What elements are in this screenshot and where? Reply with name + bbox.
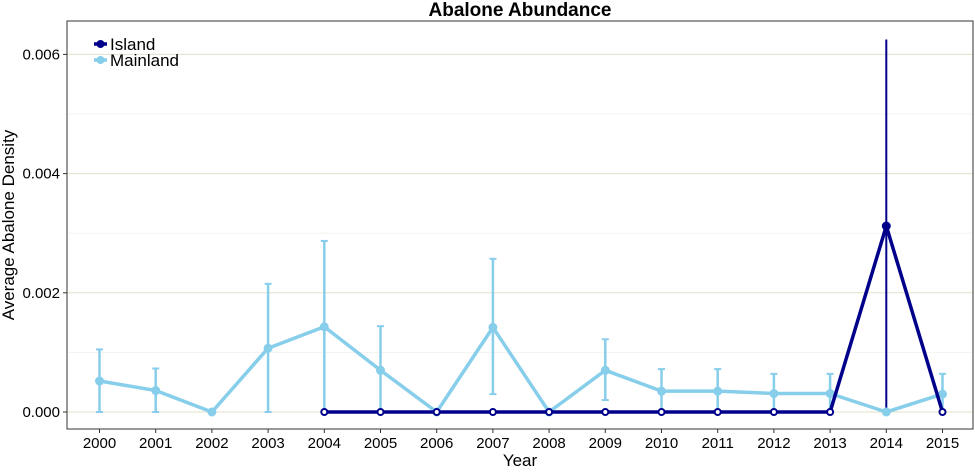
mainland-data-point (825, 389, 835, 399)
island-data-point (713, 408, 722, 416)
y-tick-label: 0.004 (22, 166, 60, 183)
island-data-point (488, 408, 497, 416)
island-data-point (881, 221, 891, 231)
legend-label-island: Island (110, 35, 155, 54)
x-tick-label: 2009 (589, 435, 622, 452)
x-tick-label: 2002 (195, 435, 228, 452)
mainland-data-point (600, 365, 610, 375)
x-tick-label: 2000 (83, 435, 116, 452)
mainland-data-point (376, 365, 385, 375)
mainland-data-point (713, 386, 723, 396)
x-tick-label: 2010 (645, 435, 678, 452)
x-tick-label: 2008 (532, 435, 565, 452)
island-data-point (938, 408, 947, 416)
x-tick-label: 2004 (308, 435, 341, 452)
island-series-line (324, 224, 945, 414)
axis-layer: 0.000 0.002 0.004 0.006 2000 2001 2002 2003 2004… (22, 46, 959, 452)
series-layer (95, 221, 947, 417)
x-tick-label: 2012 (757, 435, 790, 452)
x-tick-label: 2007 (476, 435, 509, 452)
mainland-data-point (207, 407, 217, 417)
mainland-data-point (488, 322, 498, 332)
island-data-point (601, 408, 610, 416)
island-data-point (826, 408, 835, 416)
mainland-data-point (657, 386, 666, 396)
chart-title: Abalone Abundance (429, 0, 612, 21)
x-tick-label: 2015 (926, 435, 959, 452)
plot-border (66, 20, 974, 430)
y-tick-label: 0.002 (22, 285, 60, 302)
mainland-data-point (263, 343, 273, 353)
legend-key-island-marker (96, 40, 105, 48)
y-axis-label: Average Abalone Density (0, 129, 18, 320)
legend-key-mainland-marker (96, 56, 105, 64)
y-tick-label: 0.006 (22, 46, 60, 63)
island-data-point (657, 408, 666, 416)
x-tick-label: 2001 (139, 435, 172, 452)
x-tick-label: 2006 (420, 435, 453, 452)
mainland-data-point (881, 407, 891, 417)
errorbar-layer (96, 39, 946, 413)
island-data-point (376, 408, 385, 416)
island-data-point (545, 408, 554, 416)
x-tick-label: 2013 (813, 435, 846, 452)
island-data-point (769, 408, 778, 416)
legend-label-mainland: Mainland (110, 51, 179, 70)
mainland-series-line (99, 325, 944, 414)
mainland-data-point (769, 389, 779, 399)
x-tick-label: 2014 (870, 435, 903, 452)
x-tick-label: 2003 (251, 435, 284, 452)
grid-layer (67, 53, 973, 413)
mainland-data-point (319, 322, 329, 332)
island-data-point (432, 408, 441, 416)
island-data-point (320, 408, 329, 416)
x-tick-label: 2011 (702, 435, 734, 452)
mainland-data-point (151, 386, 161, 396)
y-tick-label: 0.000 (22, 404, 60, 421)
x-axis-label: Year (503, 451, 538, 467)
x-tick-label: 2005 (364, 435, 397, 452)
mainland-data-point (95, 376, 104, 386)
